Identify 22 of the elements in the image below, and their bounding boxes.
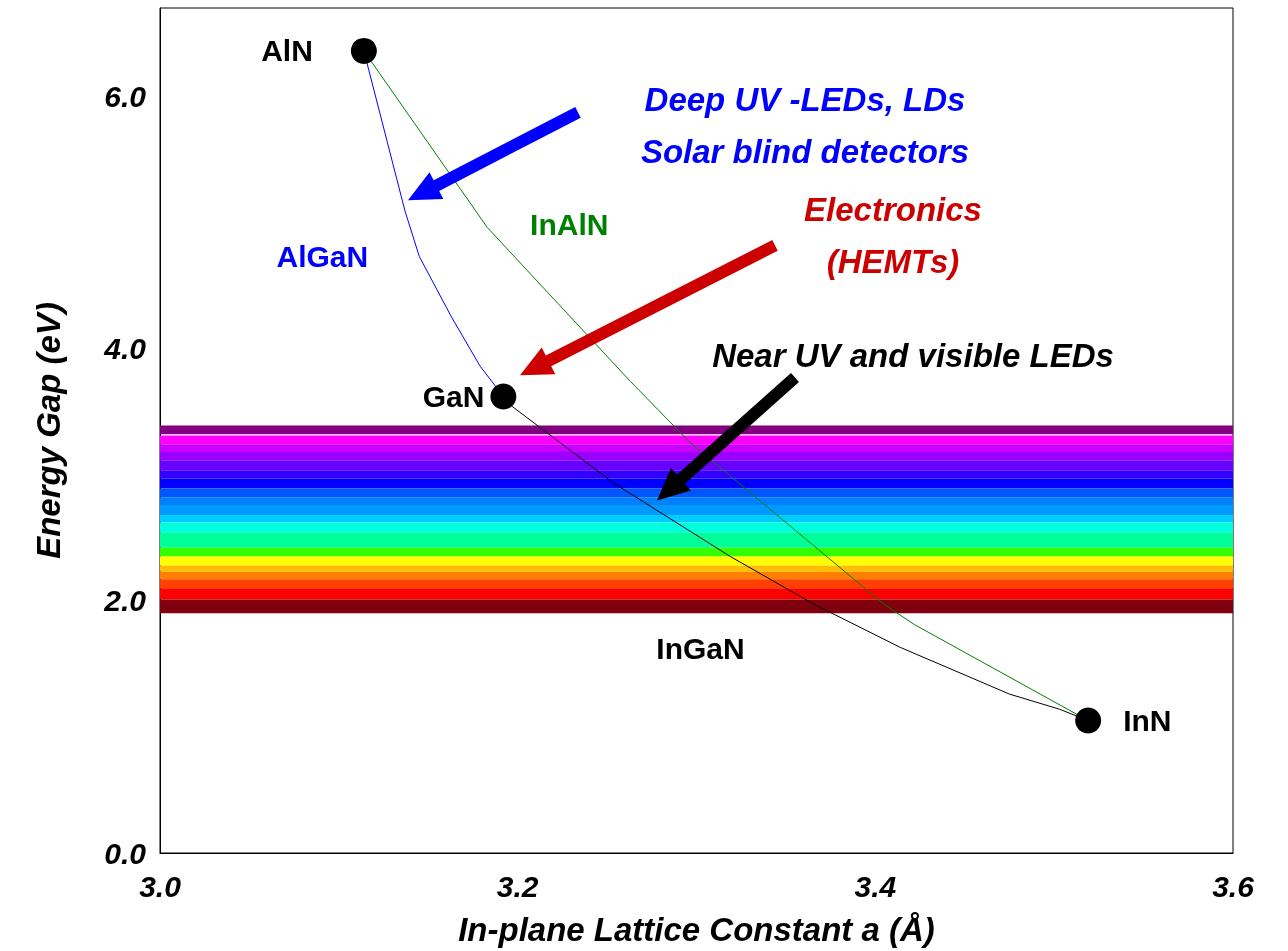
series-label: InN [1123, 704, 1172, 738]
point [350, 37, 377, 64]
x-tick-label: 3.6 [1212, 869, 1255, 903]
x-axis-title: In-plane Lattice Constant a (Å) [458, 911, 935, 948]
annotation: Deep UV -LEDs, LDs Solar blind detectors [640, 80, 970, 170]
x-tick-label: 3.4 [854, 869, 897, 903]
y-tick-label: 6.0 [104, 79, 147, 113]
annotation: Electronics (HEMTs) [804, 190, 982, 280]
point [1075, 707, 1102, 734]
series-label: AlN [261, 34, 313, 68]
x-tick-label: 3.2 [496, 869, 539, 903]
series-label: InGaN [656, 632, 745, 666]
y-tick-label: 0.0 [104, 836, 147, 870]
point [490, 383, 517, 410]
x-tick-label: 3.0 [139, 869, 182, 903]
y-axis-title: Energy Gap (eV) [30, 302, 67, 559]
series-label: AlGaN [276, 239, 369, 273]
series-label: GaN [422, 379, 485, 413]
series-label: InAlN [530, 207, 609, 241]
y-tick-label: 4.0 [103, 332, 147, 366]
y-tick-label: 2.0 [103, 584, 147, 618]
annotation: Near UV and visible LEDs [712, 336, 1114, 374]
